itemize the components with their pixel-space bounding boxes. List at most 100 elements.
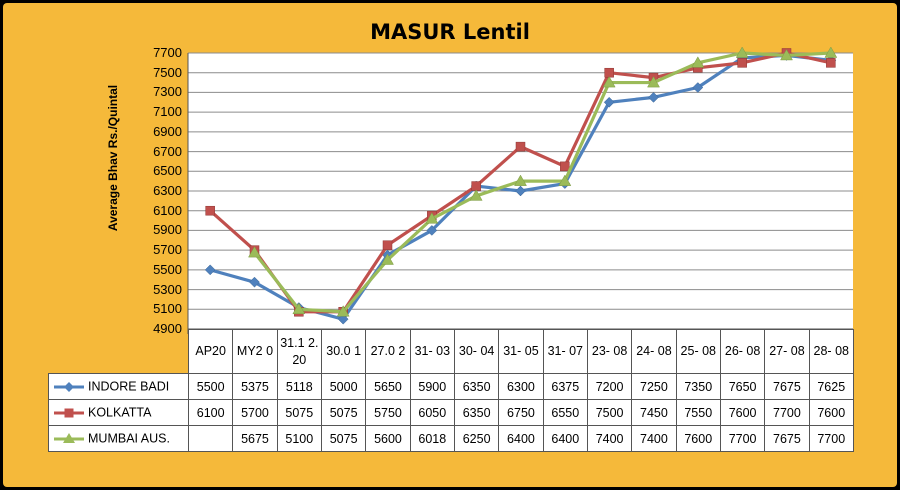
chart-title: MASUR Lentil [370, 20, 530, 44]
data-point [382, 240, 393, 250]
data-point [692, 82, 704, 93]
table-row: MUMBAI AUS. 5675 5100 5075 5600 6018 6250 6400 6… [48, 425, 854, 452]
x-tick-label: 30- 04 [453, 329, 500, 374]
data-point [515, 185, 526, 197]
data-label: 7600 [675, 425, 721, 452]
series-line-3 [253, 51, 831, 314]
data-label: 5600 [365, 425, 411, 452]
data-point [780, 48, 793, 61]
x-tick-label: 24- 08 [631, 329, 677, 374]
y-tick-label: 7500 [153, 64, 182, 80]
data-label: 7700 [808, 425, 854, 452]
y-tick-label: 5700 [153, 242, 182, 258]
data-label: 6750 [498, 399, 544, 426]
legend-entry: INDORE BADI [48, 373, 189, 400]
data-label: 5500 [187, 373, 234, 400]
data-point [426, 225, 438, 236]
data-label: 7500 [586, 399, 633, 426]
table-row: KOLKATTA 6100 5700 5075 5075 5750 6050 6350 6750… [48, 399, 854, 426]
data-label: 7675 [764, 373, 810, 400]
x-tick-label: 31- 05 [498, 329, 544, 374]
data-label: 5000 [320, 373, 367, 400]
data-label: 7675 [764, 425, 810, 452]
data-table: AP20 MY2 0 31.1 2.20 30.0 1 27.0 2 31- 03 30- … [48, 329, 854, 452]
x-tick-label: 23- 08 [586, 329, 633, 374]
data-label: 7550 [675, 399, 721, 426]
x-tick-label: 26- 08 [719, 329, 766, 374]
y-tick-label: 5300 [153, 281, 182, 297]
y-tick-label: 5900 [153, 222, 182, 238]
data-point [292, 302, 306, 315]
data-label: 7450 [631, 399, 677, 426]
data-label: 6400 [542, 425, 588, 452]
y-tick-label: 7300 [153, 84, 182, 100]
x-tick-label: 31- 07 [542, 329, 588, 374]
data-point [204, 264, 216, 276]
y-tick-label: 6300 [153, 183, 182, 198]
data-label: 5900 [409, 373, 455, 400]
y-tick-label: 4900 [153, 321, 182, 336]
data-label: 7350 [675, 373, 721, 400]
x-tick-label: 28- 08 [808, 329, 854, 374]
data-label: 6250 [453, 425, 500, 452]
y-tick-label: 7700 [153, 45, 182, 60]
data-label [187, 425, 234, 452]
data-label: 5075 [320, 425, 367, 452]
x-tick-label: 31- 03 [409, 329, 455, 374]
legend-entry: MUMBAI AUS. [48, 425, 189, 452]
data-point [603, 96, 615, 108]
data-point [425, 212, 439, 224]
data-point [560, 161, 570, 172]
data-point [249, 276, 260, 288]
data-point [471, 181, 481, 191]
data-label: 7700 [719, 425, 766, 452]
x-tick-label: AP20 [187, 329, 234, 374]
data-point [735, 46, 749, 58]
data-point [337, 313, 349, 325]
data-point [691, 56, 705, 68]
y-tick-label: 6700 [153, 143, 182, 159]
y-tick-label: 6900 [153, 123, 182, 139]
data-label: 6100 [187, 399, 234, 426]
data-label: 5650 [365, 373, 411, 400]
legend-label: INDORE BADI [88, 379, 170, 394]
y-tick-label: 6100 [153, 202, 182, 218]
data-label: 5118 [276, 373, 322, 400]
data-label: 5100 [276, 425, 322, 452]
data-point [558, 174, 572, 186]
legend-key [54, 381, 84, 392]
data-point [602, 76, 616, 88]
table-corner [49, 330, 189, 374]
data-point [647, 76, 660, 88]
y-tick-label: 5500 [153, 261, 182, 277]
data-label: 7700 [764, 399, 810, 426]
data-point [604, 67, 614, 78]
x-tick-label: 31.1 2.20 [276, 329, 322, 374]
data-label: 5075 [276, 399, 322, 426]
data-label: 6375 [542, 373, 588, 400]
data-label: 7600 [808, 399, 854, 426]
data-label: 6350 [453, 399, 500, 426]
data-label: 5675 [232, 425, 278, 452]
y-tick-label: 6500 [153, 163, 182, 179]
data-point [826, 58, 836, 68]
y-tick-label: 5100 [153, 301, 182, 317]
data-label: 7600 [719, 399, 766, 426]
data-label: 7400 [586, 425, 633, 452]
table-row: INDORE BADI 5500 5375 5118 5000 5650 5900 6350 6… [48, 373, 854, 400]
x-tick-label: 27- 08 [764, 329, 810, 374]
data-label: 5750 [365, 399, 411, 426]
x-tick-label: 25- 08 [675, 329, 721, 374]
x-tick-label: 27.0 2 [365, 329, 411, 374]
data-point [469, 189, 483, 201]
legend-label: KOLKATTA [88, 405, 152, 420]
legend-label: MUMBAI AUS. [88, 431, 170, 446]
data-point [381, 253, 394, 265]
x-tick-label: 30.0 1 [320, 329, 367, 374]
legend-key [54, 432, 84, 443]
data-label: 5700 [232, 399, 278, 426]
data-point [648, 92, 659, 103]
data-label: 6050 [409, 399, 455, 426]
data-point [737, 58, 747, 68]
